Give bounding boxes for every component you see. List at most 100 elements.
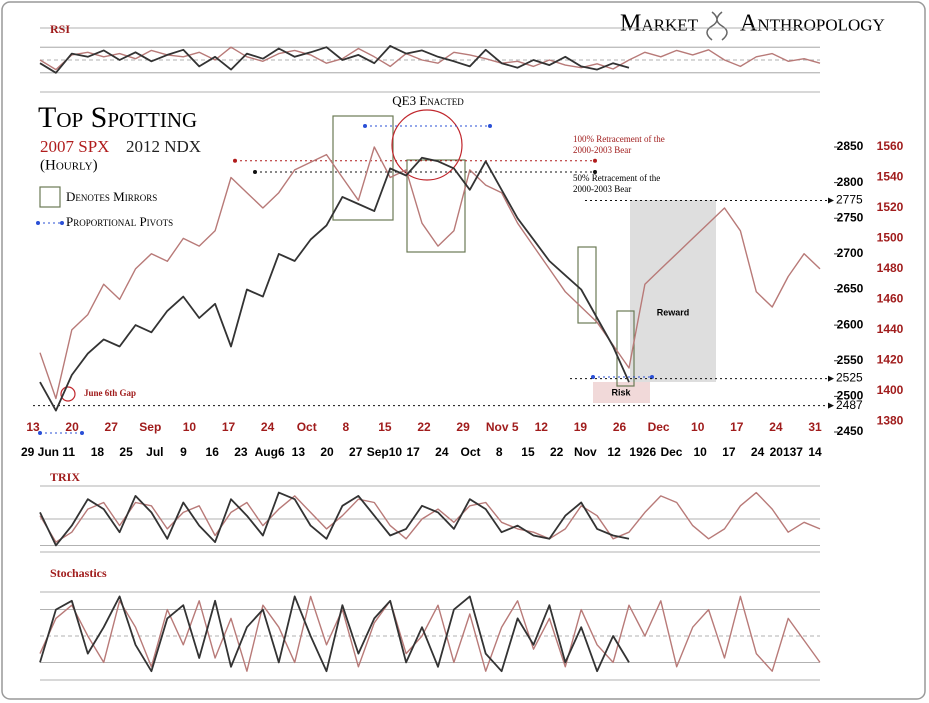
arrow <box>828 375 834 382</box>
y2-tick-label: 1420 <box>877 353 904 367</box>
annotation: 2000-2003 Bear <box>573 184 631 194</box>
x-tick-label: 15 <box>521 445 535 459</box>
pivot-dot <box>60 221 64 225</box>
annotation: 2000-2003 Bear <box>573 145 631 155</box>
x-tick-label: 19 <box>574 420 588 434</box>
x-tick-label: 29 <box>456 420 470 434</box>
x-tick-label: Oct <box>297 420 317 434</box>
pivot-dot <box>488 124 492 128</box>
pivot-dot <box>650 375 654 379</box>
series-line <box>39 491 821 543</box>
brand: Market <box>620 11 699 37</box>
x-tick-label: Dec <box>648 420 670 434</box>
x-tick-label: 17 <box>406 445 420 459</box>
retracement-end <box>253 169 257 174</box>
x-tick-label: Nov <box>574 445 597 459</box>
legend-label: Denotes Mirrors <box>66 189 157 204</box>
x-tick-label: 20 <box>65 420 79 434</box>
y2-tick-label: 1480 <box>877 261 904 275</box>
x-tick-label: 16 <box>206 445 220 459</box>
y2-tick-label: 1500 <box>877 231 904 245</box>
subtitle: 2007 SPX <box>40 137 109 156</box>
x-tick-label: Sep <box>139 420 161 434</box>
x-tick-label: 12 <box>607 445 621 459</box>
y2-tick-label: 1520 <box>877 200 904 214</box>
x-tick-label: 12 <box>535 420 549 434</box>
pivot-dot <box>38 431 42 435</box>
y2-tick-label: 1380 <box>877 414 904 428</box>
x-tick-label: Nov 5 <box>486 420 519 434</box>
y2-tick-label: 1440 <box>877 322 904 336</box>
x-tick-label: 22 <box>550 445 564 459</box>
annotation: 50% Retracement of the <box>573 173 660 183</box>
y-tick-label: 2550 <box>837 353 864 367</box>
level-label: 2525 <box>836 371 863 385</box>
legend-swatch <box>39 186 61 208</box>
x-tick-label: 24 <box>261 420 275 434</box>
retracement-end <box>593 158 597 163</box>
level-label: 2487 <box>836 398 863 412</box>
series-line <box>39 45 630 74</box>
x-tick-label: Jul <box>146 445 163 459</box>
level-label: 2775 <box>836 193 863 207</box>
x-tick-label: Oct <box>461 445 481 459</box>
annotation: QE3 Enacted <box>392 93 464 108</box>
title: Top Spotting <box>38 101 197 134</box>
y2-tick-label: 1400 <box>877 383 904 397</box>
panel-title: TRIX <box>50 470 80 484</box>
arrow <box>828 197 834 204</box>
y2-tick-label: 1460 <box>877 292 904 306</box>
x-tick-label: 27 <box>349 445 363 459</box>
mirror-box <box>577 246 597 324</box>
x-tick-label: 25 <box>119 445 133 459</box>
x-tick-label: 26 <box>613 420 627 434</box>
y2-tick-label: 1540 <box>877 170 904 184</box>
series-line <box>39 595 630 673</box>
x-tick-label: 13 <box>26 420 40 434</box>
pivot-dot <box>363 124 367 128</box>
x-tick-label: 24 <box>435 445 449 459</box>
x-tick-label: 8 <box>342 420 349 434</box>
x-tick-label: 13 <box>292 445 306 459</box>
y-tick-label: 2450 <box>837 424 864 438</box>
x-tick-label: 8 <box>496 445 503 459</box>
mirror-box <box>616 310 635 387</box>
x-tick-label: 10 <box>694 445 708 459</box>
note: (Hourly) <box>40 157 98 173</box>
x-tick-label: Sep10 <box>367 445 403 459</box>
series-line <box>39 491 630 547</box>
panel-title: RSI <box>50 22 70 36</box>
series-line <box>39 46 821 71</box>
x-tick-label: 29 Jun <box>21 445 59 459</box>
retracement-end <box>233 158 237 163</box>
brand-icon <box>706 11 728 41</box>
x-tick-label: 10 <box>183 420 197 434</box>
x-tick-label: 24 <box>769 420 783 434</box>
x-tick-label: 20 <box>320 445 334 459</box>
x-tick-label: 1926 <box>629 445 656 459</box>
y-tick-label: 2600 <box>837 317 864 331</box>
x-tick-label: 17 <box>222 420 236 434</box>
y-tick-label: 2650 <box>837 282 864 296</box>
y-tick-label: 2700 <box>837 246 864 260</box>
pivot-dot <box>36 221 40 225</box>
x-tick-label: 31 <box>808 420 822 434</box>
pivot-dot <box>80 431 84 435</box>
arrow <box>828 402 834 409</box>
gap-circle <box>60 386 76 402</box>
x-tick-label: 17 <box>722 445 736 459</box>
series-line <box>39 156 630 412</box>
y-tick-label: 2500 <box>837 389 864 403</box>
x-tick-label: 11 <box>62 445 75 459</box>
mirror-box <box>332 115 394 221</box>
series-line <box>39 146 821 400</box>
x-tick-label: 27 <box>105 420 119 434</box>
x-tick-label: 17 <box>730 420 744 434</box>
pivot-dots <box>36 124 654 435</box>
x-tick-label: 22 <box>417 420 431 434</box>
x-tick-label: Dec <box>660 445 682 459</box>
y-tick-label: 2850 <box>837 139 864 153</box>
